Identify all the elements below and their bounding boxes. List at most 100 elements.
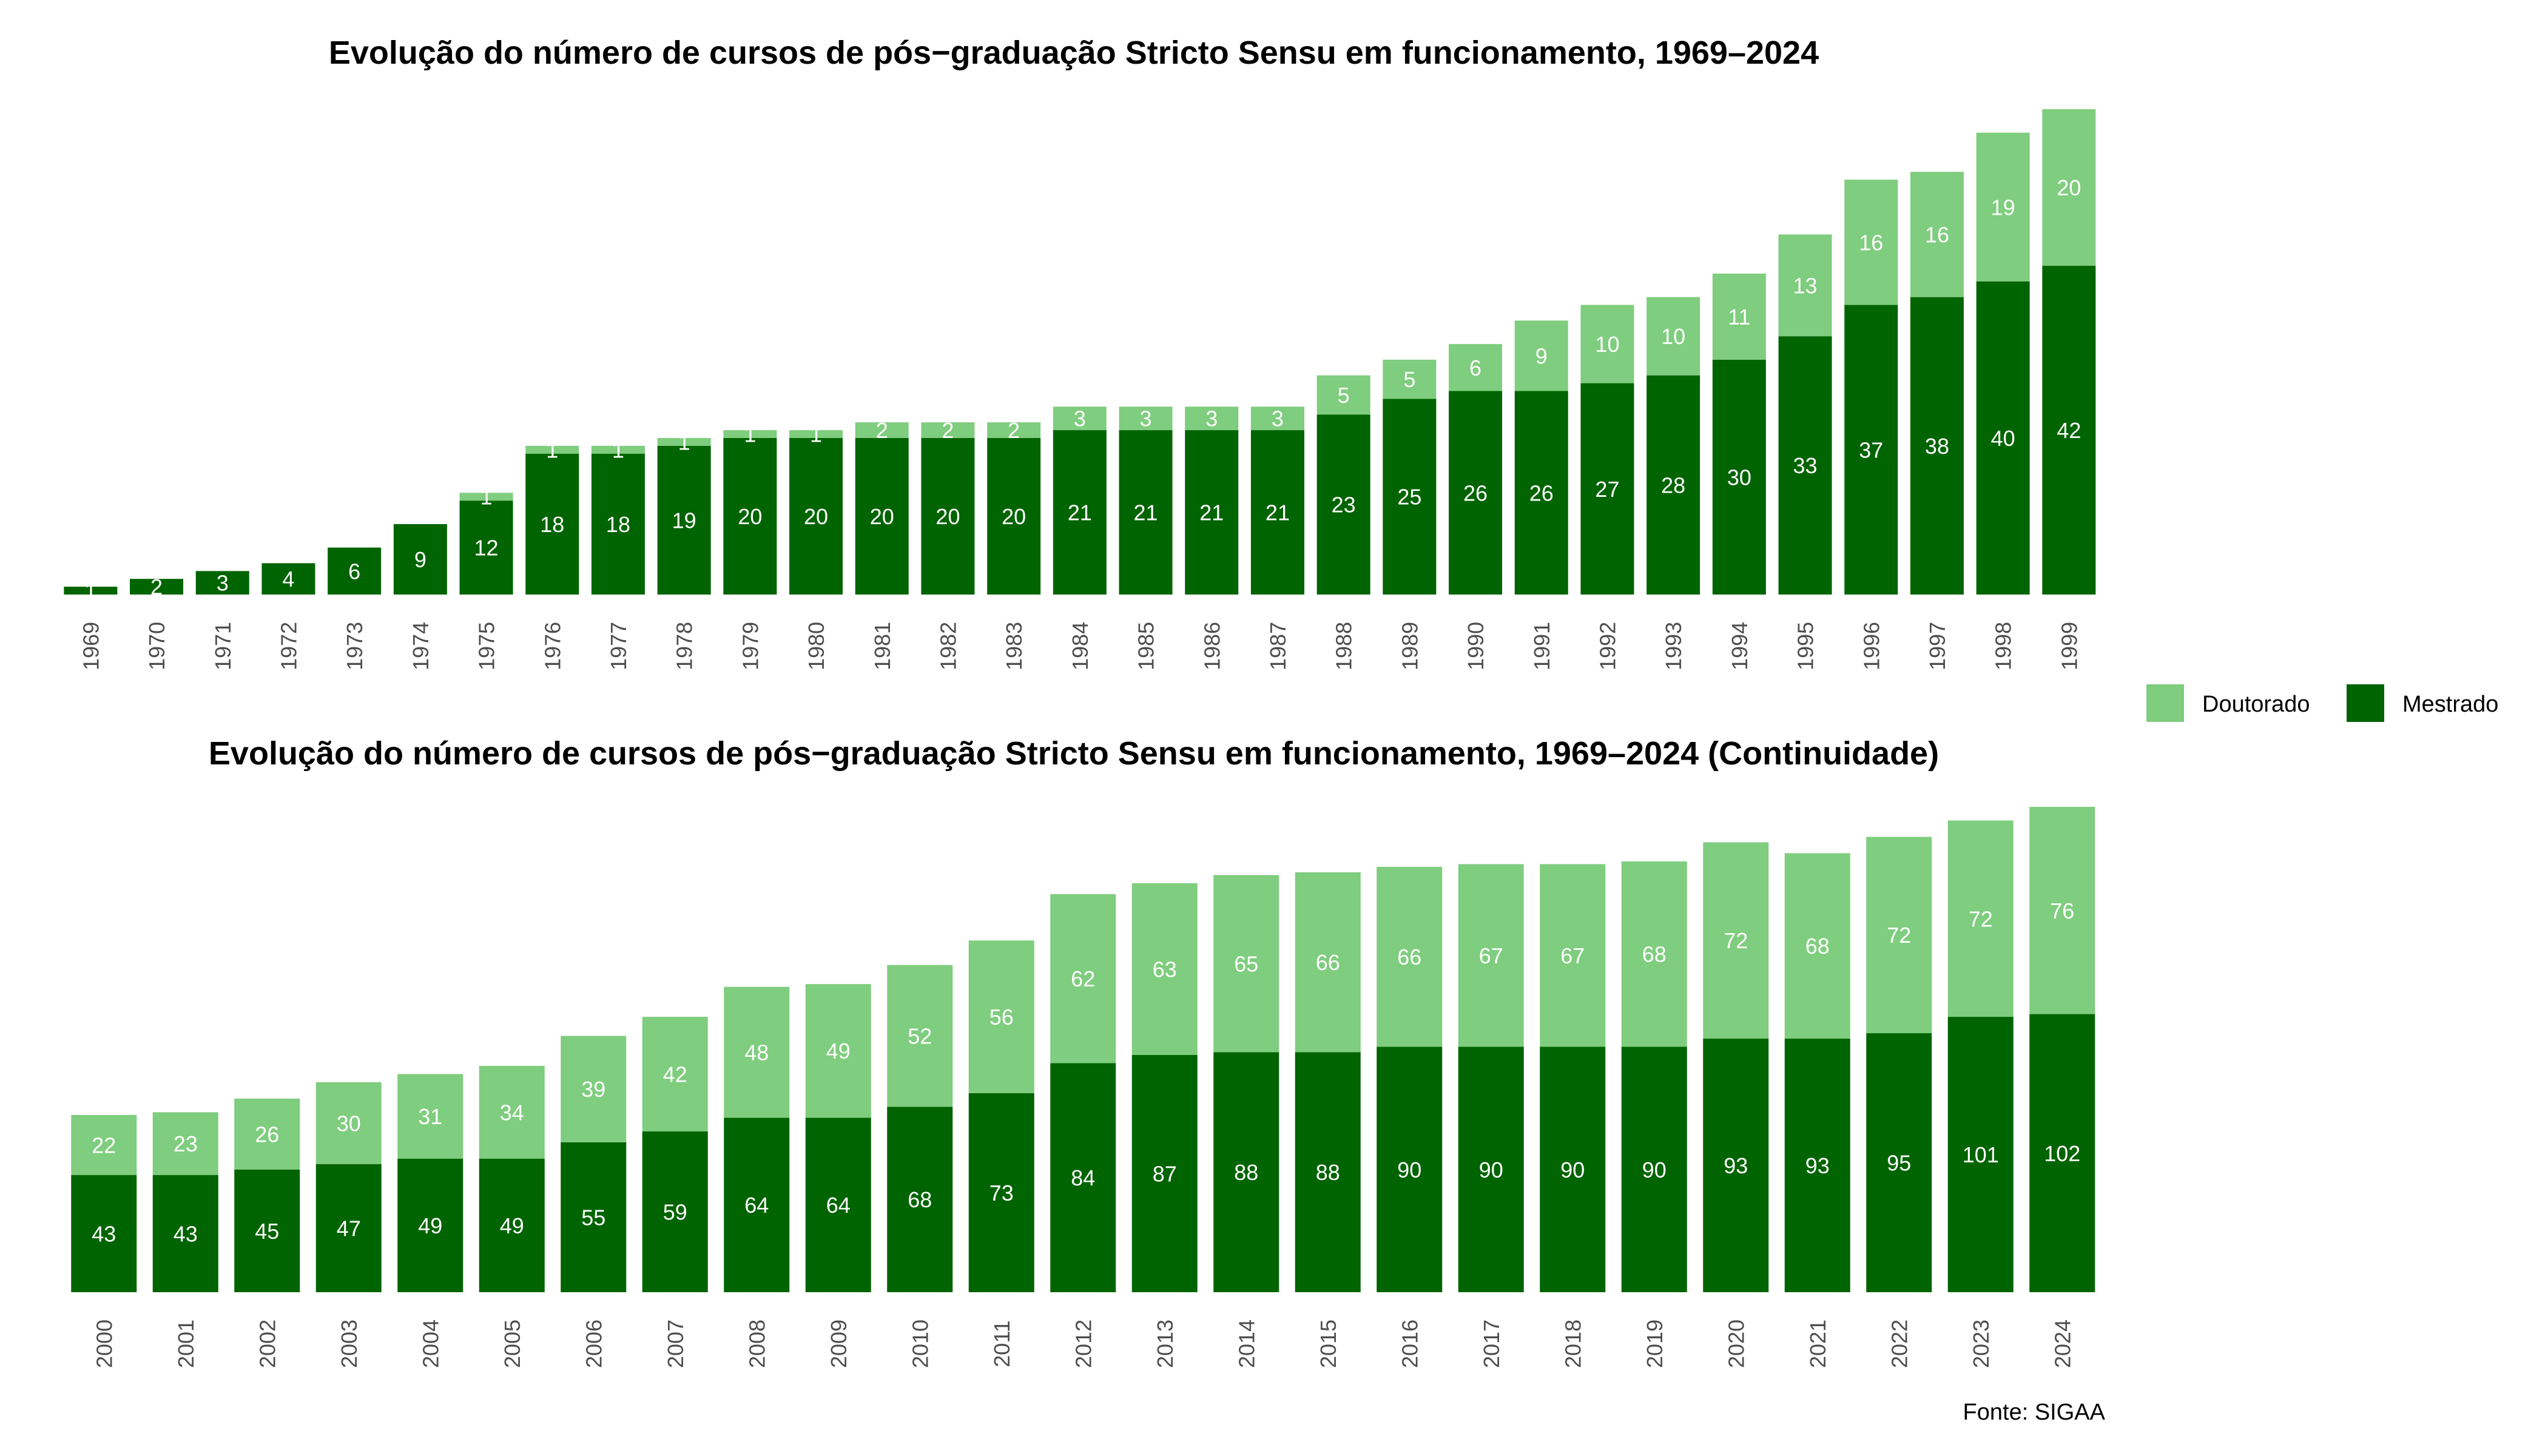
chart-panel-1: 1196921970319714197261973919741121975118… bbox=[64, 109, 2096, 670]
label-doutorado-1975: 1 bbox=[480, 485, 493, 510]
source-note: Fonte: SIGAA bbox=[1963, 1400, 2106, 1425]
x-tick-1971: 1971 bbox=[211, 622, 235, 670]
x-tick-1999: 1999 bbox=[2057, 622, 2081, 670]
bar-mestrado-2015 bbox=[1295, 1052, 1361, 1292]
label-mestrado-2012: 84 bbox=[1071, 1165, 1095, 1190]
bar-mestrado-1977 bbox=[591, 453, 645, 595]
label-mestrado-2005: 49 bbox=[500, 1213, 524, 1238]
bar-doutorado-1988 bbox=[1316, 375, 1370, 415]
bar-doutorado-2004 bbox=[397, 1074, 463, 1159]
bar-doutorado-1977 bbox=[591, 445, 645, 454]
x-tick-1995: 1995 bbox=[1793, 622, 1818, 670]
bar-doutorado-2011 bbox=[968, 940, 1034, 1093]
label-mestrado-1977: 18 bbox=[606, 512, 630, 537]
label-mestrado-2022: 95 bbox=[1887, 1151, 1911, 1176]
label-mestrado-1985: 21 bbox=[1134, 500, 1158, 525]
x-tick-1970: 1970 bbox=[144, 622, 169, 670]
label-doutorado-1996: 16 bbox=[1859, 230, 1883, 255]
label-mestrado-2001: 43 bbox=[174, 1221, 198, 1246]
label-mestrado-2023: 101 bbox=[1963, 1142, 1999, 1167]
bar-doutorado-2012 bbox=[1050, 894, 1116, 1063]
x-tick-2010: 2010 bbox=[908, 1320, 932, 1368]
bar-mestrado-2014 bbox=[1213, 1052, 1279, 1292]
label-mestrado-2006: 55 bbox=[581, 1205, 605, 1230]
bar-mestrado-1982 bbox=[921, 437, 975, 595]
bar-doutorado-1984 bbox=[1053, 406, 1107, 431]
bar-mestrado-1973 bbox=[328, 547, 382, 595]
label-mestrado-1978: 19 bbox=[672, 508, 696, 533]
label-mestrado-2016: 90 bbox=[1397, 1158, 1421, 1182]
label-doutorado-2010: 52 bbox=[908, 1024, 932, 1049]
bar-doutorado-2018 bbox=[1540, 864, 1606, 1047]
bar-doutorado-1976 bbox=[525, 445, 579, 454]
bar-mestrado-2011 bbox=[968, 1093, 1034, 1292]
x-tick-2012: 2012 bbox=[1071, 1320, 1096, 1368]
bar-doutorado-2000 bbox=[71, 1114, 137, 1175]
label-doutorado-1999: 20 bbox=[2057, 175, 2081, 200]
x-tick-1985: 1985 bbox=[1134, 622, 1159, 670]
bar-doutorado-2002 bbox=[234, 1098, 300, 1170]
label-mestrado-2021: 93 bbox=[1805, 1153, 1830, 1178]
bar-mestrado-1999 bbox=[2042, 266, 2096, 595]
x-tick-1986: 1986 bbox=[1199, 622, 1224, 670]
x-tick-1977: 1977 bbox=[606, 622, 631, 670]
x-tick-1989: 1989 bbox=[1397, 622, 1422, 670]
label-mestrado-1999: 42 bbox=[2057, 418, 2081, 443]
x-tick-2021: 2021 bbox=[1805, 1320, 1830, 1368]
x-tick-1994: 1994 bbox=[1727, 622, 1752, 670]
bar-doutorado-1997 bbox=[1910, 172, 1964, 297]
legend: Doutorado Mestrado bbox=[2146, 684, 2498, 722]
bar-mestrado-1986 bbox=[1185, 430, 1239, 595]
bar-mestrado-1978 bbox=[657, 445, 711, 595]
bar-doutorado-2023 bbox=[1947, 820, 2014, 1017]
bar-doutorado-1990 bbox=[1449, 344, 1503, 391]
label-mestrado-2014: 88 bbox=[1234, 1160, 1258, 1185]
label-mestrado-2009: 64 bbox=[826, 1193, 851, 1218]
label-mestrado-2007: 59 bbox=[663, 1199, 687, 1224]
label-doutorado-1981: 2 bbox=[876, 418, 888, 443]
x-tick-2000: 2000 bbox=[92, 1320, 116, 1368]
bar-mestrado-1993 bbox=[1646, 375, 1700, 595]
bar-mestrado-1985 bbox=[1119, 430, 1173, 595]
bar-mestrado-2024 bbox=[2029, 1014, 2095, 1292]
label-doutorado-2011: 56 bbox=[989, 1005, 1014, 1030]
x-tick-2016: 2016 bbox=[1397, 1320, 1422, 1368]
bar-doutorado-1996 bbox=[1844, 180, 1898, 305]
bar-doutorado-1987 bbox=[1250, 406, 1304, 431]
bar-doutorado-1991 bbox=[1514, 320, 1568, 391]
bar-doutorado-1989 bbox=[1383, 359, 1437, 399]
chart-panel-2: 22 43 2000 23 43 2001 26 45 2002 30 47 2003 31 49 2004… bbox=[71, 807, 2095, 1368]
label-doutorado-1991: 9 bbox=[1535, 343, 1548, 368]
bar-mestrado-2017 bbox=[1458, 1046, 1524, 1292]
bar-mestrado-2010 bbox=[887, 1107, 953, 1292]
x-tick-1974: 1974 bbox=[408, 622, 433, 670]
bar-doutorado-2009 bbox=[805, 984, 871, 1118]
x-tick-1987: 1987 bbox=[1266, 622, 1290, 670]
bar-mestrado-2021 bbox=[1784, 1039, 1850, 1292]
label-mestrado-1969: 1 bbox=[84, 579, 96, 604]
x-tick-2023: 2023 bbox=[1969, 1320, 1994, 1368]
bar-mestrado-1990 bbox=[1449, 391, 1503, 595]
label-doutorado-2009: 49 bbox=[826, 1039, 851, 1063]
x-tick-1973: 1973 bbox=[342, 622, 367, 670]
label-doutorado-1982: 2 bbox=[942, 418, 954, 443]
bar-mestrado-1995 bbox=[1778, 336, 1832, 595]
x-tick-2002: 2002 bbox=[255, 1320, 280, 1368]
bar-mestrado-2022 bbox=[1866, 1033, 1932, 1292]
label-doutorado-2020: 72 bbox=[1724, 928, 1748, 953]
x-tick-1997: 1997 bbox=[1925, 622, 1950, 670]
x-tick-2024: 2024 bbox=[2050, 1320, 2075, 1368]
label-doutorado-1993: 10 bbox=[1661, 324, 1685, 349]
x-tick-1982: 1982 bbox=[935, 622, 960, 670]
label-mestrado-1997: 38 bbox=[1925, 434, 1949, 459]
bar-mestrado-1969 bbox=[64, 587, 118, 595]
x-tick-2011: 2011 bbox=[989, 1320, 1014, 1367]
label-mestrado-2000: 43 bbox=[92, 1221, 116, 1246]
label-doutorado-1984: 3 bbox=[1074, 406, 1086, 431]
label-doutorado-2002: 26 bbox=[255, 1122, 279, 1147]
x-tick-1981: 1981 bbox=[870, 622, 895, 670]
x-tick-2015: 2015 bbox=[1316, 1320, 1341, 1368]
chart-title-1: Evolução do número de cursos de pós−grad… bbox=[329, 35, 1819, 71]
legend-swatch-doutorado bbox=[2146, 684, 2184, 722]
bar-doutorado-1978 bbox=[657, 437, 711, 446]
